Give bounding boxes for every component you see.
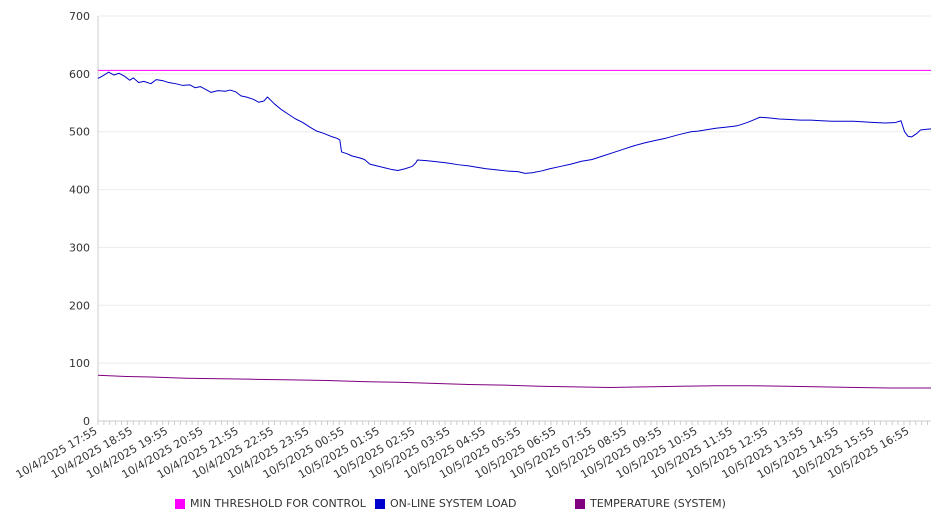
y-tick-label: 500: [69, 126, 90, 139]
grid-layer: [98, 15, 931, 364]
axis-layer: [97, 16, 931, 425]
legend-item-system-load: ON-LINE SYSTEM LOAD: [375, 497, 516, 510]
y-tick-label: 300: [69, 241, 90, 254]
legend: MIN THRESHOLD FOR CONTROL ON-LINE SYSTEM …: [0, 497, 946, 515]
system-load-series-line: [97, 71, 932, 174]
y-tick-label: 700: [69, 10, 90, 23]
legend-item-threshold: MIN THRESHOLD FOR CONTROL: [175, 497, 366, 510]
legend-label: MIN THRESHOLD FOR CONTROL: [190, 497, 366, 510]
legend-label: ON-LINE SYSTEM LOAD: [390, 497, 517, 510]
y-tick-label: 0: [83, 415, 90, 428]
legend-label: TEMPERATURE (SYSTEM): [590, 497, 726, 510]
legend-swatch: [375, 498, 385, 509]
legend-item-temperature: TEMPERATURE (SYSTEM): [575, 497, 726, 510]
legend-swatch: [175, 498, 185, 509]
legend-swatch: [575, 498, 585, 509]
y-tick-label: 400: [69, 184, 90, 197]
series-layer: [97, 69, 932, 389]
y-tick-label: 200: [69, 299, 90, 312]
y-tick-label: 600: [69, 68, 90, 81]
temperature-series-line: [97, 374, 931, 389]
y-tick-label: 100: [69, 357, 90, 370]
